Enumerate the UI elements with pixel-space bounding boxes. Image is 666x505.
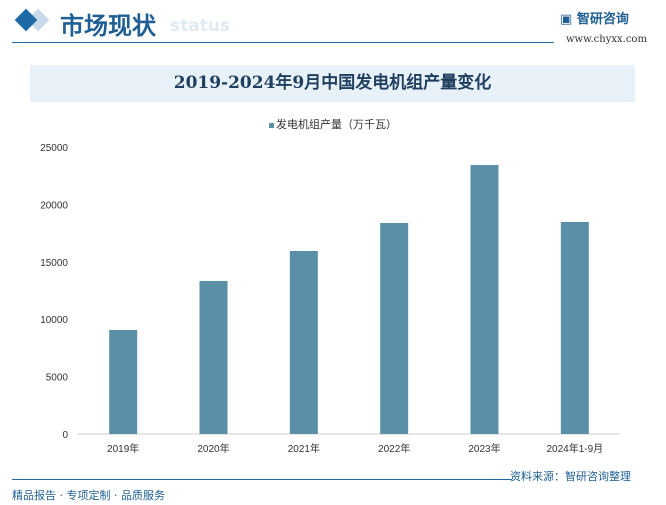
footer-source: 资料来源：智研咨询整理 bbox=[510, 470, 631, 483]
bar bbox=[199, 280, 228, 434]
title-banner bbox=[30, 65, 635, 102]
legend-swatch bbox=[269, 122, 274, 128]
bar bbox=[380, 222, 409, 434]
bar bbox=[560, 221, 589, 434]
bar bbox=[109, 329, 138, 434]
y-tick-label: 10000 bbox=[40, 315, 68, 326]
y-tick-label: 20000 bbox=[40, 200, 68, 211]
header-title: 市场现状 bbox=[60, 12, 156, 40]
x-tick-label: 2019年 bbox=[107, 442, 139, 455]
logo-text: 智研咨询 bbox=[576, 12, 629, 27]
chart-title: 2019-2024年9月中国发电机组产量变化 bbox=[173, 73, 492, 93]
header-divider bbox=[12, 42, 554, 43]
y-tick-label: 0 bbox=[62, 430, 68, 441]
brand-logo: ▣ 智研咨询 bbox=[560, 12, 629, 28]
y-tick-label: 15000 bbox=[40, 258, 68, 269]
bar bbox=[289, 251, 318, 434]
logo-icon: ▣ bbox=[560, 12, 577, 27]
x-tick-label: 2022年 bbox=[378, 442, 410, 455]
x-tick-label: 2023年 bbox=[468, 442, 500, 455]
y-tick-label: 25000 bbox=[40, 143, 68, 154]
x-tick-label: 2024年1-9月 bbox=[546, 442, 603, 455]
x-tick-label: 2020年 bbox=[197, 442, 229, 455]
legend-label: 发电机组产量（万千瓦） bbox=[276, 118, 397, 131]
y-tick-label: 5000 bbox=[46, 373, 69, 384]
header-subtitle: status bbox=[170, 16, 231, 36]
bar bbox=[470, 165, 499, 434]
legend: 发电机组产量（万千瓦） bbox=[0, 116, 666, 132]
brand-url: www.chyxx.com bbox=[566, 34, 647, 45]
footer-divider bbox=[12, 479, 512, 480]
x-tick-label: 2021年 bbox=[288, 442, 320, 455]
footer-slogan: 精品报告 · 专项定制 · 品质服务 bbox=[12, 489, 165, 502]
